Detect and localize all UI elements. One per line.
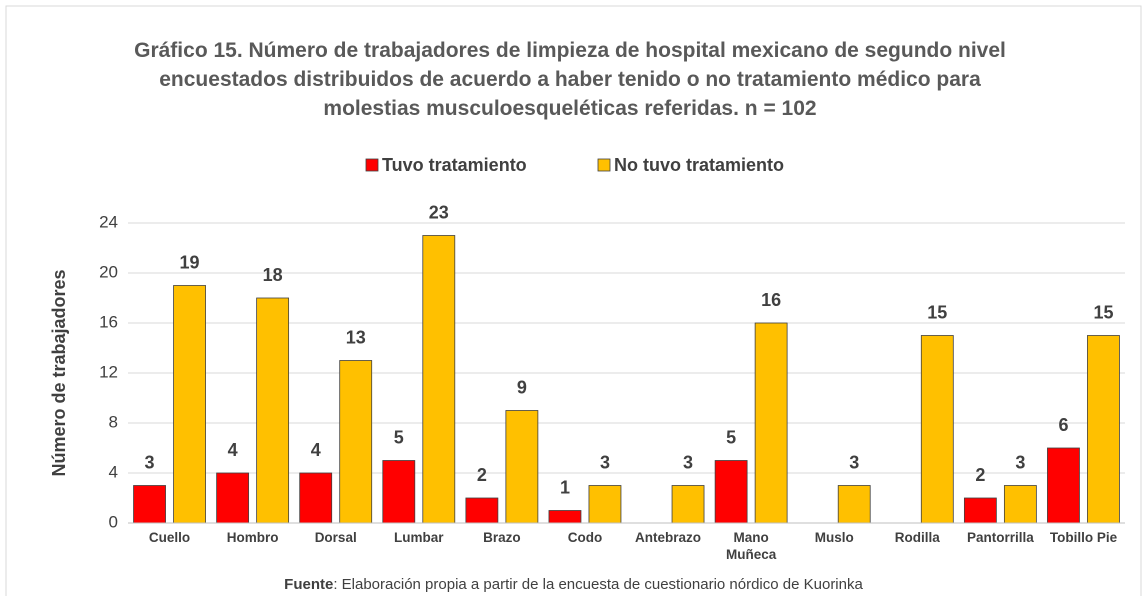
bar (133, 485, 166, 524)
value-label: 3 (600, 452, 610, 472)
value-label: 23 (429, 202, 449, 222)
value-label: 1 (560, 477, 570, 497)
value-label: 4 (311, 440, 321, 460)
legend-label: Tuvo tratamiento (382, 155, 527, 175)
bar (173, 285, 206, 524)
chart-title: Gráfico 15. Número de trabajadores de li… (134, 39, 1006, 120)
x-tick-label: Lumbar (394, 530, 444, 545)
bar (1087, 335, 1120, 524)
value-label: 13 (346, 327, 366, 347)
value-label: 2 (477, 465, 487, 485)
bar (382, 460, 416, 524)
value-label: 2 (975, 465, 985, 485)
x-tick-label: Dorsal (314, 530, 357, 545)
bar (548, 510, 582, 524)
bar (505, 410, 539, 524)
bar (422, 235, 456, 524)
y-tick-label: 24 (99, 212, 118, 231)
frame (5, 5, 1142, 596)
bar (671, 485, 705, 524)
value-label: 5 (726, 427, 736, 447)
bar (465, 497, 499, 524)
value-label: 18 (263, 265, 283, 285)
x-tick-label: Antebrazo (635, 530, 702, 545)
bar (754, 322, 788, 524)
legend-swatch (365, 158, 379, 172)
value-label: 16 (761, 290, 781, 310)
source: Fuente: Elaboración propia a partir de l… (0, 576, 1147, 593)
source-label: Fuente (284, 576, 334, 593)
value-label: 5 (394, 427, 404, 447)
x-tick-label: Brazo (483, 530, 521, 545)
x-tick-label: Pantorrilla (966, 530, 1034, 545)
x-tick-label: Tobillo Pie (1049, 530, 1118, 545)
bar (963, 497, 997, 524)
value-label: 19 (180, 252, 200, 272)
y-tick-label: 8 (109, 412, 118, 431)
value-label: 3 (145, 452, 155, 472)
y-tick-label: 12 (99, 362, 118, 381)
bar (299, 472, 333, 524)
value-label: 3 (849, 452, 859, 472)
bar (1003, 485, 1037, 524)
legend-swatch (597, 158, 611, 172)
x-tick-label: Codo (567, 530, 603, 545)
bar (256, 297, 290, 524)
x-tick-label: Muslo (814, 530, 854, 545)
legend-label: No tuvo tratamiento (614, 155, 784, 175)
bar (216, 472, 250, 524)
bar (1047, 447, 1080, 524)
value-label: 4 (228, 440, 238, 460)
x-tick-label: Rodilla (894, 530, 940, 545)
x-tick-label: Mano Muñeca (725, 530, 777, 562)
source-text: : Elaboración propia a partir de la encu… (333, 576, 863, 593)
value-label: 15 (927, 302, 947, 322)
bar (588, 485, 622, 524)
y-tick-label: 0 (109, 512, 118, 531)
y-tick-label: 4 (109, 462, 118, 481)
bar (339, 360, 373, 524)
value-label: 15 (1093, 302, 1113, 322)
y-tick-label: 16 (99, 312, 118, 331)
value-label: 6 (1058, 415, 1068, 435)
y-tick-label: 20 (99, 262, 118, 281)
bar (837, 485, 871, 524)
value-label: 3 (683, 452, 693, 472)
value-label: 9 (517, 377, 527, 397)
bar (714, 460, 748, 524)
x-tick-label: Cuello (148, 530, 191, 545)
bar (920, 335, 954, 524)
x-tick-label: Hombro (226, 530, 279, 545)
y-axis-label: Número de trabajadores (49, 269, 69, 476)
value-label: 3 (1015, 452, 1025, 472)
